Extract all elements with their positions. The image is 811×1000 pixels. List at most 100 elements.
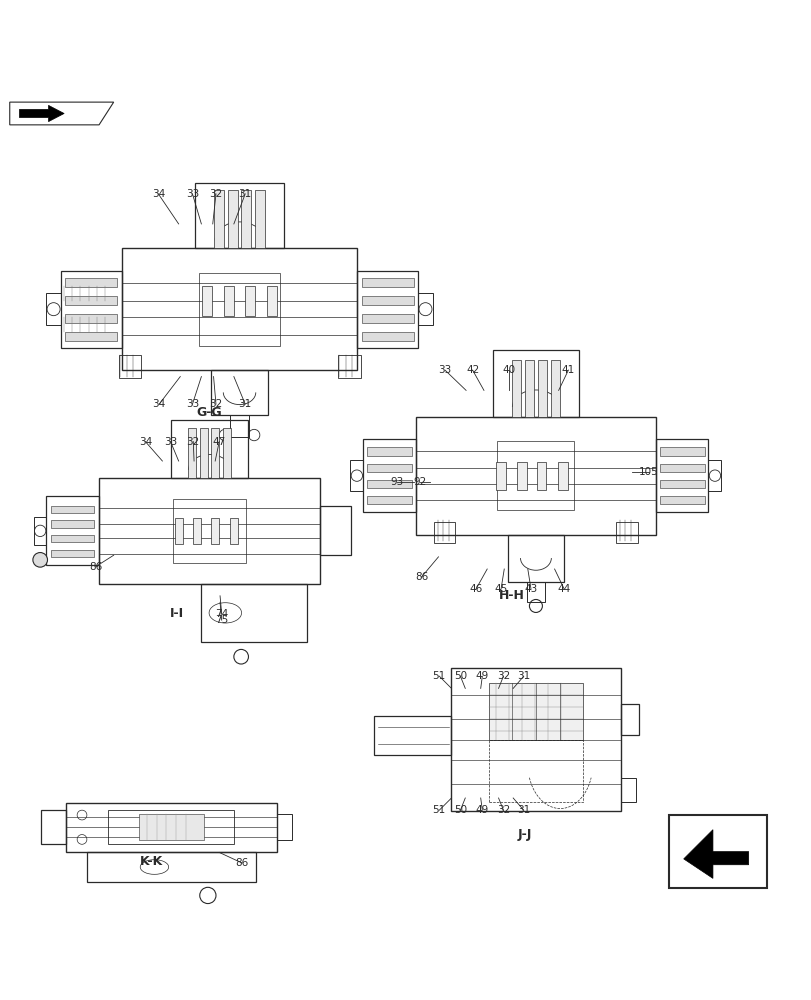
Text: 49: 49: [475, 671, 488, 681]
Bar: [200, 428, 208, 478]
Bar: [362, 332, 413, 341]
Bar: [659, 480, 704, 488]
Bar: [320, 506, 350, 555]
Text: 46: 46: [469, 584, 482, 594]
Bar: [373, 716, 450, 755]
Bar: [511, 360, 521, 417]
Bar: [493, 350, 577, 417]
Text: 86: 86: [89, 562, 102, 572]
Bar: [357, 271, 418, 348]
Bar: [450, 668, 620, 811]
Polygon shape: [10, 102, 114, 125]
Bar: [223, 428, 231, 478]
Bar: [46, 293, 61, 325]
Text: 50: 50: [453, 671, 466, 681]
Text: 31: 31: [517, 805, 530, 815]
Bar: [362, 296, 413, 305]
Bar: [434, 522, 455, 543]
Bar: [337, 355, 360, 378]
Bar: [488, 683, 582, 740]
Text: 33: 33: [164, 437, 177, 447]
Bar: [41, 810, 66, 844]
Bar: [211, 518, 219, 544]
Bar: [526, 582, 544, 602]
Bar: [51, 506, 94, 513]
Bar: [277, 814, 291, 840]
Text: I-I: I-I: [169, 607, 184, 620]
Bar: [255, 190, 264, 248]
Bar: [193, 518, 201, 544]
Text: 33: 33: [186, 189, 199, 199]
Text: K-K: K-K: [139, 855, 162, 868]
Text: 32: 32: [496, 671, 509, 681]
Bar: [557, 462, 567, 490]
Bar: [707, 460, 720, 491]
Bar: [173, 499, 246, 563]
Text: 31: 31: [238, 189, 251, 199]
Bar: [245, 286, 255, 316]
Bar: [659, 447, 704, 456]
Text: 86: 86: [235, 858, 248, 868]
Bar: [508, 535, 563, 582]
Text: 32: 32: [209, 189, 222, 199]
Bar: [202, 286, 212, 316]
Bar: [51, 535, 94, 542]
Text: 34: 34: [139, 437, 152, 447]
Text: 49: 49: [475, 805, 488, 815]
Text: 33: 33: [186, 399, 199, 409]
Text: 32: 32: [187, 437, 200, 447]
Text: 105: 105: [638, 467, 658, 477]
Text: 34: 34: [152, 189, 165, 199]
Text: 40: 40: [502, 365, 515, 375]
Bar: [51, 550, 94, 557]
Bar: [224, 286, 234, 316]
Bar: [620, 778, 635, 802]
Text: 50: 50: [453, 805, 466, 815]
Text: 33: 33: [438, 365, 451, 375]
Bar: [122, 248, 357, 370]
Text: 44: 44: [557, 584, 570, 594]
Bar: [46, 496, 99, 565]
Text: 86: 86: [414, 572, 427, 582]
Bar: [66, 314, 117, 323]
Text: 74: 74: [215, 609, 228, 619]
Bar: [241, 190, 251, 248]
Bar: [118, 355, 141, 378]
Bar: [362, 314, 413, 323]
Bar: [536, 462, 546, 490]
Bar: [170, 420, 247, 478]
Text: 45: 45: [494, 584, 507, 594]
Text: 34: 34: [152, 399, 165, 409]
Text: 93: 93: [390, 477, 403, 487]
Bar: [616, 522, 637, 543]
Bar: [195, 183, 284, 248]
Bar: [367, 447, 412, 456]
Bar: [51, 520, 94, 528]
Bar: [659, 464, 704, 472]
Text: 32: 32: [209, 399, 222, 409]
Text: 41: 41: [561, 365, 574, 375]
Bar: [415, 417, 654, 535]
Bar: [230, 415, 249, 437]
Bar: [620, 704, 638, 735]
Text: J-J: J-J: [517, 828, 531, 841]
Text: 92: 92: [413, 477, 426, 487]
Bar: [550, 360, 560, 417]
Bar: [367, 496, 412, 504]
Bar: [363, 439, 415, 512]
Text: 47: 47: [212, 437, 225, 447]
Bar: [211, 370, 268, 415]
Bar: [61, 271, 122, 348]
Bar: [655, 439, 707, 512]
Bar: [496, 441, 574, 510]
Bar: [66, 803, 277, 852]
Bar: [230, 518, 238, 544]
Bar: [139, 814, 204, 840]
Bar: [87, 852, 255, 882]
Bar: [367, 480, 412, 488]
Text: 43: 43: [524, 584, 537, 594]
Bar: [66, 296, 117, 305]
Text: G-G: G-G: [196, 406, 222, 419]
Bar: [211, 428, 219, 478]
Bar: [201, 584, 307, 642]
